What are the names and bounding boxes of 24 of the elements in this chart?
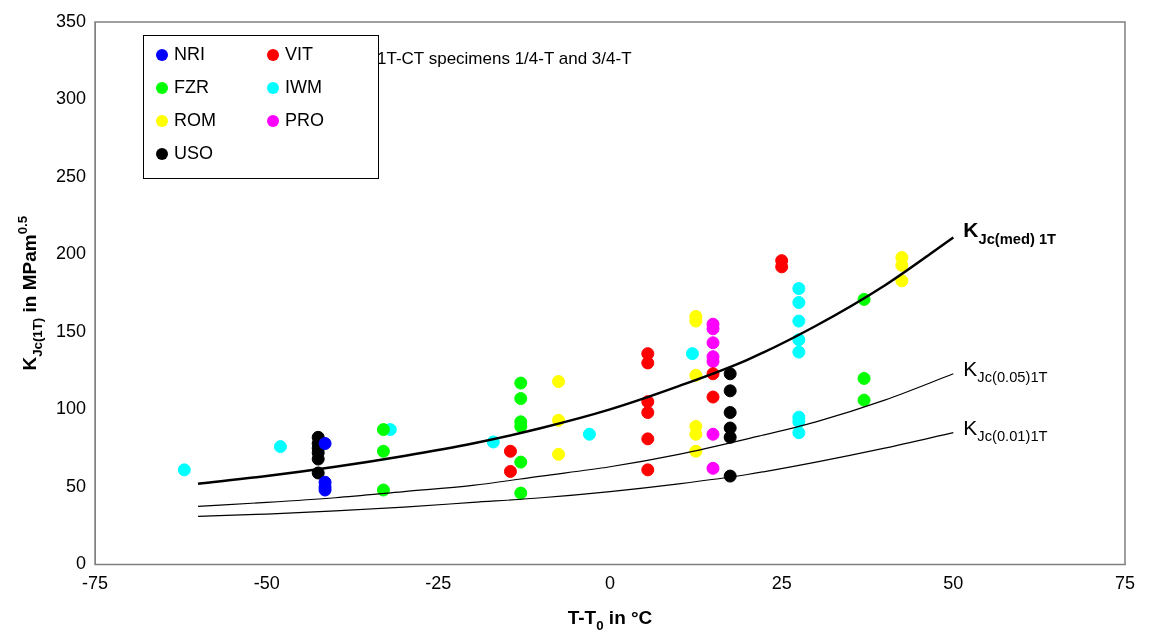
y-tick-label: 300 xyxy=(55,88,87,109)
legend-label: FZR xyxy=(174,77,209,98)
x-tick-label: 50 xyxy=(943,573,964,594)
x-tick-label: 25 xyxy=(771,573,792,594)
y-tick-label: 0 xyxy=(76,553,87,574)
y-tick-label: 100 xyxy=(55,398,87,419)
legend-label: ROM xyxy=(174,110,216,131)
annotation: 1T-CT specimens 1/4-T and 3/4-T xyxy=(377,49,632,68)
legend-label: IWM xyxy=(285,77,322,98)
y-tick-label: 150 xyxy=(55,320,87,341)
x-tick-label: 0 xyxy=(605,573,616,594)
x-tick-label: -75 xyxy=(82,573,109,594)
legend-label: VIT xyxy=(285,44,314,65)
y-tick-label: 250 xyxy=(55,165,87,186)
legend-label: USO xyxy=(174,143,214,164)
y-axis-title: KJc(1T) in MPam0.5 xyxy=(15,215,45,371)
y-tick-label: 350 xyxy=(55,10,87,31)
y-tick-label: 200 xyxy=(55,243,87,264)
y-tick-label: 50 xyxy=(66,475,87,496)
x-tick-label: 75 xyxy=(1114,573,1136,594)
x-tick-label: -50 xyxy=(253,573,280,594)
legend-label: NRI xyxy=(174,44,205,65)
legend-label: PRO xyxy=(285,110,325,131)
x-tick-label: -25 xyxy=(425,573,452,594)
